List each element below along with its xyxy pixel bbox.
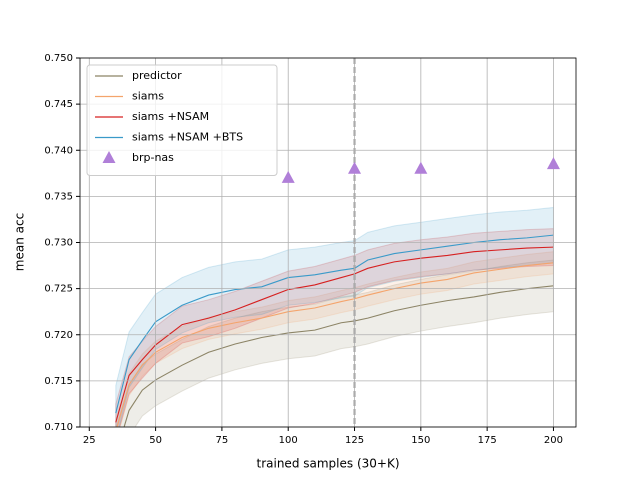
x-tick-label: 75 [216,435,229,446]
plot-frame [79,57,577,428]
scatter-point [348,161,362,174]
legend-label: predictor [132,69,182,82]
line [116,262,554,427]
x-tick-label: 150 [411,435,430,446]
legend-label: siams [132,90,164,103]
x-tick-label: 25 [83,435,96,446]
x-tick-label: 200 [544,435,563,446]
y-tick-label: 0.720 [44,330,73,341]
line [115,234,554,414]
y-tick-label: 0.715 [44,376,73,387]
legend-label: siams +NSAM [132,110,209,123]
x-tick-label: 175 [478,435,497,446]
y-tick-label: 0.725 [44,284,73,295]
x-axis-label: trained samples (30+K) [257,457,400,471]
y-tick-label: 0.740 [44,145,73,156]
x-tick-label: 100 [279,435,298,446]
y-tick-label: 0.735 [44,191,73,202]
legend-box [86,64,278,176]
line [123,285,554,427]
y-axis-label: mean acc [13,213,27,271]
x-tick-label: 50 [149,435,162,446]
y-tick-label: 0.745 [44,99,73,110]
legend-swatch [102,151,116,163]
scatter-point [414,161,428,174]
y-tick-label: 0.750 [44,53,73,64]
legend-label: brp-nas [132,151,174,164]
scatter-point [281,170,295,183]
x-tick-label: 125 [345,435,364,446]
y-tick-label: 0.710 [44,422,73,433]
line [115,246,554,423]
scatter-point [546,157,560,170]
y-tick-label: 0.730 [44,238,73,249]
legend-label: siams +NSAM +BTS [132,131,243,144]
